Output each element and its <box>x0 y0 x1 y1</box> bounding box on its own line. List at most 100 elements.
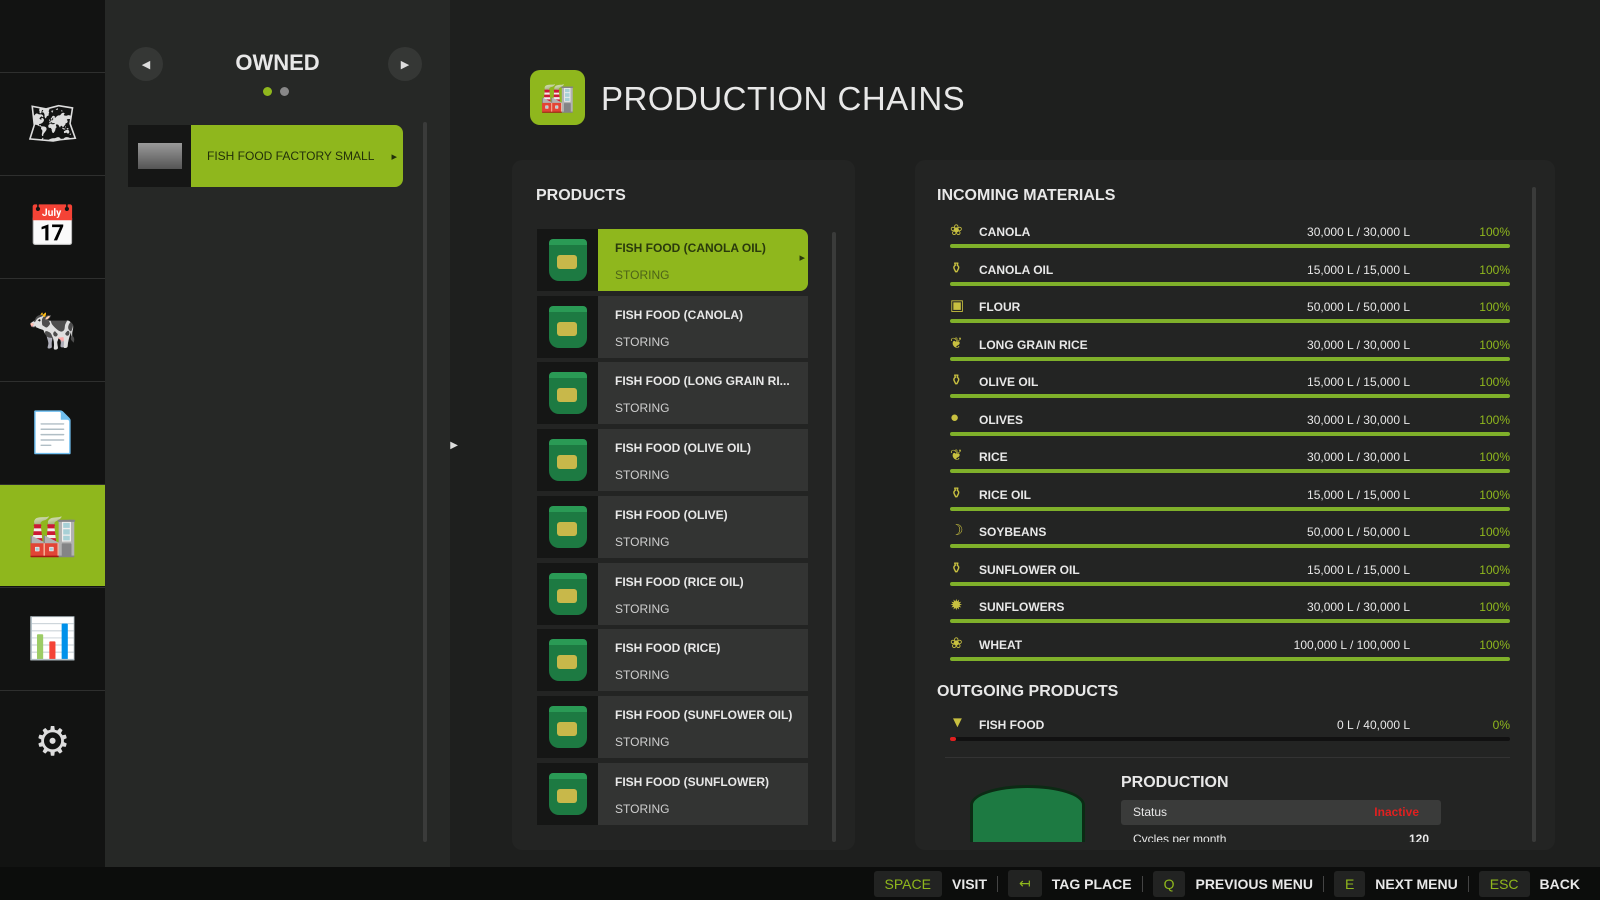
incoming-row: ❀ WHEAT 100,000 L / 100,000 L 100% <box>950 635 1510 668</box>
product-item[interactable]: FISH FOOD (CANOLA) STORING <box>537 295 808 358</box>
material-name: RICE <box>979 450 1008 464</box>
animals-icon: 🐄 <box>27 308 78 352</box>
nav-item-calendar[interactable]: 📅 <box>0 175 105 277</box>
materials-scrollbar[interactable] <box>1532 187 1536 842</box>
collapse-arrow-icon[interactable]: ▶ <box>450 440 458 451</box>
outgoing-row: ▼ FISH FOOD 0 L / 40,000 L 0% <box>950 714 1510 748</box>
product-text: FISH FOOD (SUNFLOWER OIL) STORING <box>598 695 808 758</box>
material-amount: 50,000 L / 50,000 L <box>1307 300 1410 314</box>
fill-level <box>950 544 1510 548</box>
cycles-label: Cycles per month <box>1133 832 1227 842</box>
material-amount: 15,000 L / 15,000 L <box>1307 487 1410 502</box>
material-percent: 100% <box>1479 450 1510 464</box>
fill-level <box>950 581 1510 586</box>
material-percent: 100% <box>1479 637 1510 652</box>
fill-level <box>950 506 1510 511</box>
page-title: PRODUCTION CHAINS <box>601 80 966 117</box>
product-status: STORING <box>615 334 670 349</box>
material-percent: 100% <box>1479 525 1510 539</box>
visit-button[interactable]: VISIT <box>951 875 987 892</box>
product-item[interactable]: FISH FOOD (OLIVE OIL) STORING <box>537 429 808 492</box>
nav-item-animals[interactable]: 🐄 <box>0 278 105 380</box>
nav-item-map[interactable]: 🗺 <box>0 72 105 174</box>
material-percent: 100% <box>1479 600 1510 614</box>
product-status: STORING <box>615 601 670 616</box>
key-back[interactable]: ESC <box>1478 870 1530 897</box>
fill-level <box>950 431 1510 436</box>
tag-place-button[interactable]: TAG PLACE <box>1051 875 1132 892</box>
fill-bar <box>950 394 1510 398</box>
incoming-row: ❀ CANOLA 30,000 L / 30,000 L 100% <box>950 222 1510 255</box>
product-item[interactable]: FISH FOOD (OLIVE) STORING <box>537 495 808 558</box>
owned-panel: ◀ OWNED ▶ FISH FOOD FACTORY SMALL ▶ <box>105 0 458 867</box>
canola-oil-icon: ⚱ <box>950 259 963 277</box>
material-percent: 100% <box>1479 337 1510 352</box>
product-item[interactable]: FISH FOOD (LONG GRAIN RI... STORING <box>537 362 808 425</box>
cycles-value: 120 <box>1408 832 1429 842</box>
calendar-icon: 📅 <box>27 205 78 249</box>
nav-item-contracts[interactable]: 📄 <box>0 381 105 483</box>
settings-icon: ⚙ <box>34 719 71 764</box>
fish-food-bucket-icon <box>548 305 587 348</box>
material-name: CANOLA OIL <box>979 262 1054 277</box>
olive-oil-icon: ⚱ <box>950 372 963 389</box>
incoming-title: INCOMING MATERIALS <box>937 187 1116 204</box>
prev-page-button[interactable]: ◀ <box>129 47 163 81</box>
nav-item-production[interactable]: 🏭 <box>0 484 112 586</box>
material-name: CANOLA <box>979 225 1031 239</box>
side-scrollbar[interactable] <box>423 122 427 842</box>
back-button[interactable]: BACK <box>1539 875 1580 892</box>
products-scrollbar[interactable] <box>832 232 836 842</box>
cycles-row: Cycles per month 120 <box>1133 832 1429 842</box>
key-previous-menu[interactable]: Q <box>1152 870 1186 897</box>
product-text: FISH FOOD (OLIVE OIL) STORING <box>598 429 808 492</box>
fill-level <box>950 737 956 741</box>
factory-item[interactable]: FISH FOOD FACTORY SMALL <box>128 125 403 187</box>
status-value: Inactive <box>1374 805 1419 819</box>
fish-food-bucket-icon <box>548 372 587 415</box>
material-amount: 30,000 L / 30,000 L <box>1307 412 1410 427</box>
material-amount: 30,000 L / 30,000 L <box>1307 450 1410 464</box>
next-menu-button[interactable]: NEXT MENU <box>1375 875 1458 892</box>
fill-bar <box>950 656 1510 661</box>
next-page-button[interactable]: ▶ <box>388 47 422 81</box>
fill-bar <box>950 469 1510 473</box>
nav-item-statistics[interactable]: 📊 <box>0 587 105 689</box>
product-status: STORING <box>615 401 670 416</box>
production-title: PRODUCTION <box>1121 774 1229 791</box>
material-percent: 100% <box>1479 300 1510 314</box>
product-item[interactable]: FISH FOOD (RICE OIL) STORING <box>537 562 808 625</box>
key-tag-place[interactable]: ↤ <box>1008 870 1042 897</box>
separator <box>1467 875 1469 892</box>
product-item[interactable]: FISH FOOD (RICE) STORING <box>537 629 808 692</box>
product-item[interactable]: FISH FOOD (SUNFLOWER) STORING <box>537 762 808 825</box>
page-dot-2[interactable] <box>280 87 289 96</box>
fill-level <box>950 469 1510 473</box>
material-name: SUNFLOWERS <box>979 600 1065 614</box>
product-text: FISH FOOD (SUNFLOWER) STORING <box>598 762 808 825</box>
fill-bar <box>950 581 1510 586</box>
footer-bar: SPACE VISIT ↤ TAG PLACE Q PREVIOUS MENU E NEXT … <box>0 867 1600 900</box>
product-thumbnail <box>537 229 598 291</box>
product-text: FISH FOOD (RICE OIL) STORING <box>598 562 808 625</box>
divider <box>945 757 1510 758</box>
product-status: STORING <box>615 734 670 749</box>
nav-item-settings[interactable]: ⚙ <box>0 690 105 792</box>
fill-bar <box>950 506 1510 511</box>
key-visit[interactable]: SPACE <box>873 870 942 897</box>
product-text: FISH FOOD (OLIVE) STORING <box>598 495 808 558</box>
material-name: OLIVE OIL <box>979 375 1039 389</box>
material-name: RICE OIL <box>979 487 1032 502</box>
fish-food-bucket-icon <box>548 572 587 615</box>
separator <box>1322 875 1324 892</box>
product-item[interactable]: FISH FOOD (SUNFLOWER OIL) STORING <box>537 695 808 758</box>
fish-food-bucket-icon <box>548 505 587 548</box>
fill-level <box>950 319 1510 323</box>
page-dot-1[interactable] <box>263 87 272 96</box>
production-icon: 🏭 <box>27 514 78 558</box>
material-amount: 0 L / 40,000 L <box>1337 718 1410 732</box>
previous-menu-button[interactable]: PREVIOUS MENU <box>1195 875 1313 892</box>
product-item[interactable]: FISH FOOD (CANOLA OIL) STORING <box>537 229 808 291</box>
product-thumbnail <box>537 695 598 758</box>
key-next-menu[interactable]: E <box>1333 870 1366 897</box>
